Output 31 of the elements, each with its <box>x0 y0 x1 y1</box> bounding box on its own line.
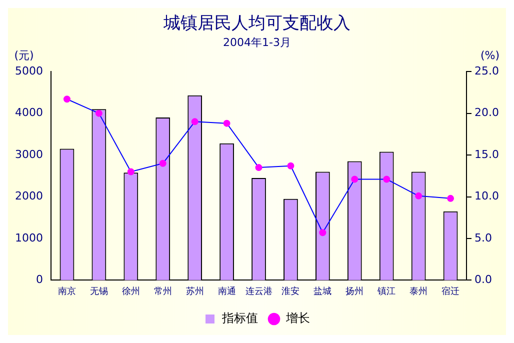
x-tick-label: 常州 <box>154 286 172 297</box>
legend-label: 指标值 <box>221 311 258 326</box>
y-tick-label: 3000 <box>14 148 43 161</box>
x-tick-label: 南京 <box>58 286 76 297</box>
y-tick-label: 2000 <box>14 190 43 203</box>
y2-tick-label: 25.0 <box>474 64 500 78</box>
y2-tick-label: 15.0 <box>474 148 500 161</box>
x-tick-label: 无锡 <box>90 286 108 297</box>
y-tick-label: 5000 <box>14 64 43 78</box>
x-tick-label: 淮安 <box>282 286 300 297</box>
y-tick-label: 4000 <box>14 106 43 120</box>
y2-tick-label: 0.0 <box>474 273 492 286</box>
chart-subtitle: 2004年1-3月 <box>223 36 291 49</box>
x-tick-label: 盐城 <box>314 286 332 297</box>
y-tick-label: 0 <box>36 273 43 286</box>
x-tick-label: 镇江 <box>376 286 396 297</box>
y2-tick-label: 5.0 <box>474 231 492 244</box>
x-tick-label: 泰州 <box>410 286 428 297</box>
x-tick-label: 连云港 <box>245 286 272 297</box>
x-tick-label: 苏州 <box>186 286 204 297</box>
x-tick-label: 宿迁 <box>442 286 460 297</box>
x-tick-label: 徐州 <box>122 286 140 297</box>
y2-tick-label: 20.0 <box>474 106 500 120</box>
y2-axis-title: (%) <box>480 48 500 62</box>
x-tick-label: 扬州 <box>346 286 364 297</box>
legend-label: 增长 <box>285 311 310 326</box>
y-tick-label: 1000 <box>14 231 43 244</box>
y-axis-title: (元) <box>14 48 34 62</box>
chart-title: 城镇居民人均可支配收入 <box>162 14 350 34</box>
y2-tick-label: 10.0 <box>474 190 500 203</box>
x-tick-label: 南通 <box>218 286 236 297</box>
